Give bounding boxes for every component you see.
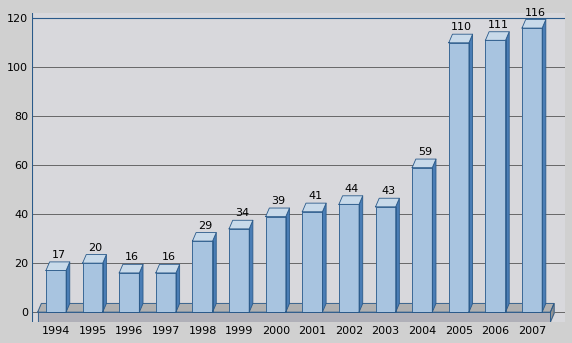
Polygon shape (542, 20, 546, 312)
Polygon shape (376, 207, 396, 312)
Polygon shape (265, 216, 286, 312)
Text: 43: 43 (382, 186, 396, 196)
Polygon shape (359, 196, 363, 312)
Polygon shape (412, 159, 436, 168)
Polygon shape (376, 198, 399, 207)
Polygon shape (119, 273, 140, 312)
Text: 39: 39 (272, 196, 286, 206)
Polygon shape (550, 304, 554, 322)
Text: 59: 59 (418, 147, 432, 157)
Polygon shape (265, 208, 289, 216)
Polygon shape (66, 262, 70, 312)
Polygon shape (103, 255, 106, 312)
Polygon shape (412, 168, 432, 312)
Polygon shape (176, 264, 180, 312)
Polygon shape (140, 264, 143, 312)
Polygon shape (82, 263, 103, 312)
Text: 17: 17 (52, 250, 66, 260)
Polygon shape (192, 233, 216, 241)
Polygon shape (38, 304, 554, 312)
Text: 16: 16 (162, 252, 176, 262)
Polygon shape (339, 204, 359, 312)
Polygon shape (449, 34, 472, 43)
Text: 110: 110 (451, 22, 472, 32)
Polygon shape (229, 220, 253, 229)
Text: 34: 34 (235, 208, 249, 218)
Polygon shape (432, 159, 436, 312)
Polygon shape (213, 233, 216, 312)
Polygon shape (339, 196, 363, 204)
Polygon shape (303, 212, 323, 312)
Text: 41: 41 (308, 191, 323, 201)
Text: 16: 16 (125, 252, 139, 262)
Polygon shape (46, 271, 66, 312)
Polygon shape (506, 32, 509, 312)
Polygon shape (449, 43, 469, 312)
Polygon shape (229, 229, 249, 312)
Polygon shape (119, 264, 143, 273)
Text: 44: 44 (345, 184, 359, 194)
Polygon shape (323, 203, 326, 312)
Text: 29: 29 (198, 221, 213, 230)
Polygon shape (303, 203, 326, 212)
Polygon shape (522, 28, 542, 312)
Polygon shape (469, 34, 472, 312)
Polygon shape (286, 208, 289, 312)
Polygon shape (82, 255, 106, 263)
Polygon shape (522, 20, 546, 28)
Polygon shape (192, 241, 213, 312)
Polygon shape (486, 32, 509, 40)
Text: 111: 111 (488, 20, 509, 30)
Polygon shape (249, 220, 253, 312)
Polygon shape (396, 198, 399, 312)
Polygon shape (46, 262, 70, 271)
Polygon shape (486, 40, 506, 312)
Text: 20: 20 (89, 243, 102, 252)
Polygon shape (156, 264, 180, 273)
Polygon shape (38, 312, 550, 322)
Text: 116: 116 (525, 8, 546, 17)
Polygon shape (156, 273, 176, 312)
